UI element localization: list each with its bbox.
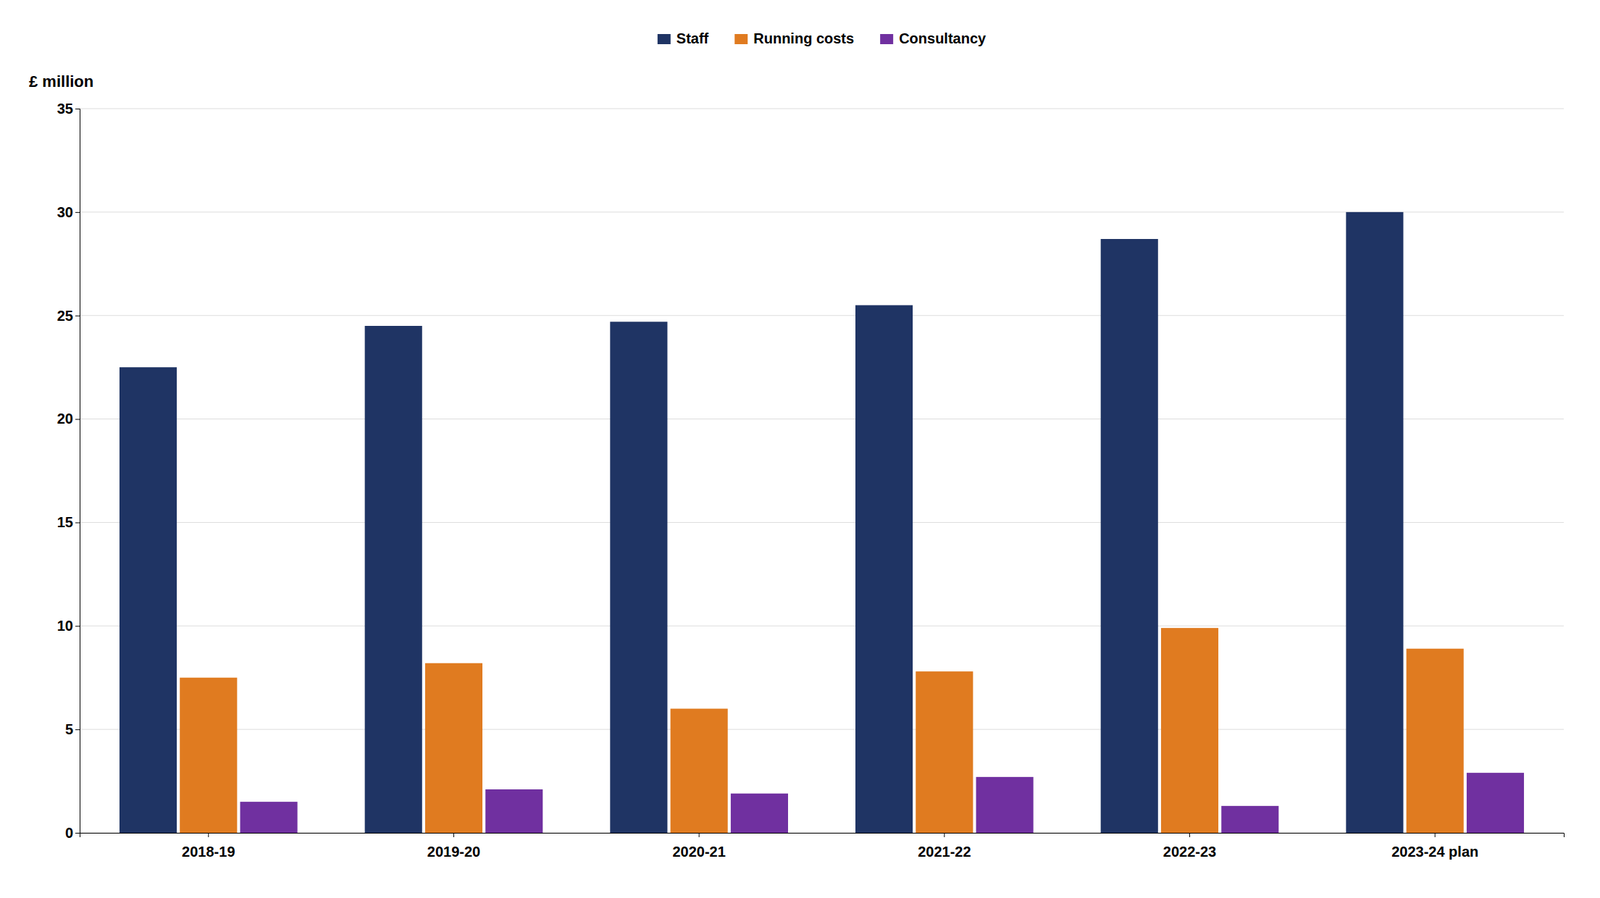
x-tick: 2023-24 plan (1391, 832, 1479, 860)
legend-item: Staff (657, 30, 710, 47)
bar (730, 793, 789, 833)
y-tick-label: 0 (65, 824, 74, 841)
grid-line (79, 108, 1564, 110)
y-tick-label: 10 (57, 617, 74, 634)
bar (1221, 806, 1279, 833)
grid-line (79, 522, 1564, 523)
bar (179, 677, 237, 833)
bar (425, 663, 483, 833)
y-tick: 20 (57, 410, 80, 427)
bar (240, 801, 298, 833)
y-tick-mark (75, 729, 80, 731)
y-tick: 35 (57, 100, 80, 117)
bar (609, 321, 668, 833)
legend-label: Staff (676, 30, 710, 47)
legend-swatch (880, 34, 894, 45)
y-tick: 30 (57, 204, 80, 221)
x-tick-mark (1434, 832, 1436, 838)
bar (119, 367, 177, 833)
x-axis-line (80, 833, 1565, 839)
bar (1466, 772, 1524, 833)
bar (1161, 627, 1219, 833)
legend-item: Consultancy (880, 30, 987, 47)
y-tick: 0 (65, 824, 80, 841)
y-tick-label: 15 (57, 514, 74, 531)
x-tick-mark (207, 832, 209, 838)
bar (1100, 239, 1159, 833)
bar-series (119, 212, 1404, 833)
y-tick: 5 (65, 721, 80, 738)
y-tick-mark (75, 625, 80, 627)
y-tick-label: 20 (57, 410, 74, 427)
legend-swatch (657, 34, 671, 45)
bar-series (179, 627, 1464, 833)
y-tick: 10 (57, 617, 80, 634)
y-tick-label: 35 (57, 100, 74, 117)
y-tick-mark (75, 522, 80, 523)
x-tick: 2018-19 (181, 832, 235, 860)
y-tick: 15 (57, 514, 80, 531)
y-tick-mark (75, 212, 80, 213)
bar (670, 709, 728, 833)
bar (1406, 648, 1464, 833)
y-tick-mark (75, 315, 80, 317)
x-tick-label: 2019-20 (427, 843, 481, 860)
bar (976, 777, 1034, 833)
x-tick-mark (698, 832, 700, 838)
x-tick: 2021-22 (917, 832, 971, 860)
bar (365, 325, 423, 833)
grid-line (79, 211, 1564, 213)
y-tick-label: 30 (57, 204, 74, 221)
x-tick-label: 2020-21 (672, 843, 726, 860)
x-tick-label: 2018-19 (181, 843, 235, 860)
legend-swatch (734, 34, 748, 45)
y-tick: 25 (57, 307, 80, 324)
x-tick: 2019-20 (427, 832, 481, 860)
grid-line (79, 625, 1564, 627)
y-tick-label: 5 (65, 721, 74, 738)
legend-label: Consultancy (898, 30, 987, 47)
y-axis-label: £ million (28, 72, 94, 91)
bar (485, 789, 543, 833)
grid-line (79, 418, 1564, 420)
x-tick: 2022-23 (1163, 832, 1217, 860)
bar (1345, 212, 1403, 833)
x-tick-mark (943, 832, 945, 838)
y-axis: 0 5 10 15 20 25 30 35 (57, 100, 81, 841)
y-tick-mark (75, 832, 80, 834)
y-tick-mark (75, 419, 80, 421)
x-tick-label: 2021-22 (917, 843, 971, 860)
legend: Staff Running costs Consultancy (657, 30, 987, 47)
y-axis-line (75, 109, 81, 834)
grid (79, 108, 1564, 833)
bar (915, 671, 973, 833)
x-tick-label: 2023-24 plan (1391, 843, 1479, 860)
x-axis: 2018-19 2019-20 2020-21 2021-22 2022-23 2023-… (80, 832, 1565, 860)
y-tick-label: 25 (57, 307, 74, 324)
bar (855, 304, 913, 833)
bars (119, 212, 1524, 833)
bar-series (240, 772, 1525, 833)
grid-line (79, 729, 1564, 731)
x-tick-mark (453, 832, 455, 838)
chart: 0 5 10 15 20 25 30 35 2018-19 2019-20 2020-21 2021-… (0, 0, 1600, 898)
x-tick-label: 2022-23 (1163, 843, 1217, 860)
legend-label: Running costs (753, 30, 854, 47)
legend-item: Running costs (734, 30, 854, 47)
x-tick-mark (1189, 832, 1191, 838)
x-tick: 2020-21 (672, 832, 726, 860)
plot: 0 5 10 15 20 25 30 35 2018-19 2019-20 2020-21 2021-… (57, 100, 1565, 860)
y-tick-mark (75, 108, 80, 110)
grid-line (79, 315, 1564, 316)
